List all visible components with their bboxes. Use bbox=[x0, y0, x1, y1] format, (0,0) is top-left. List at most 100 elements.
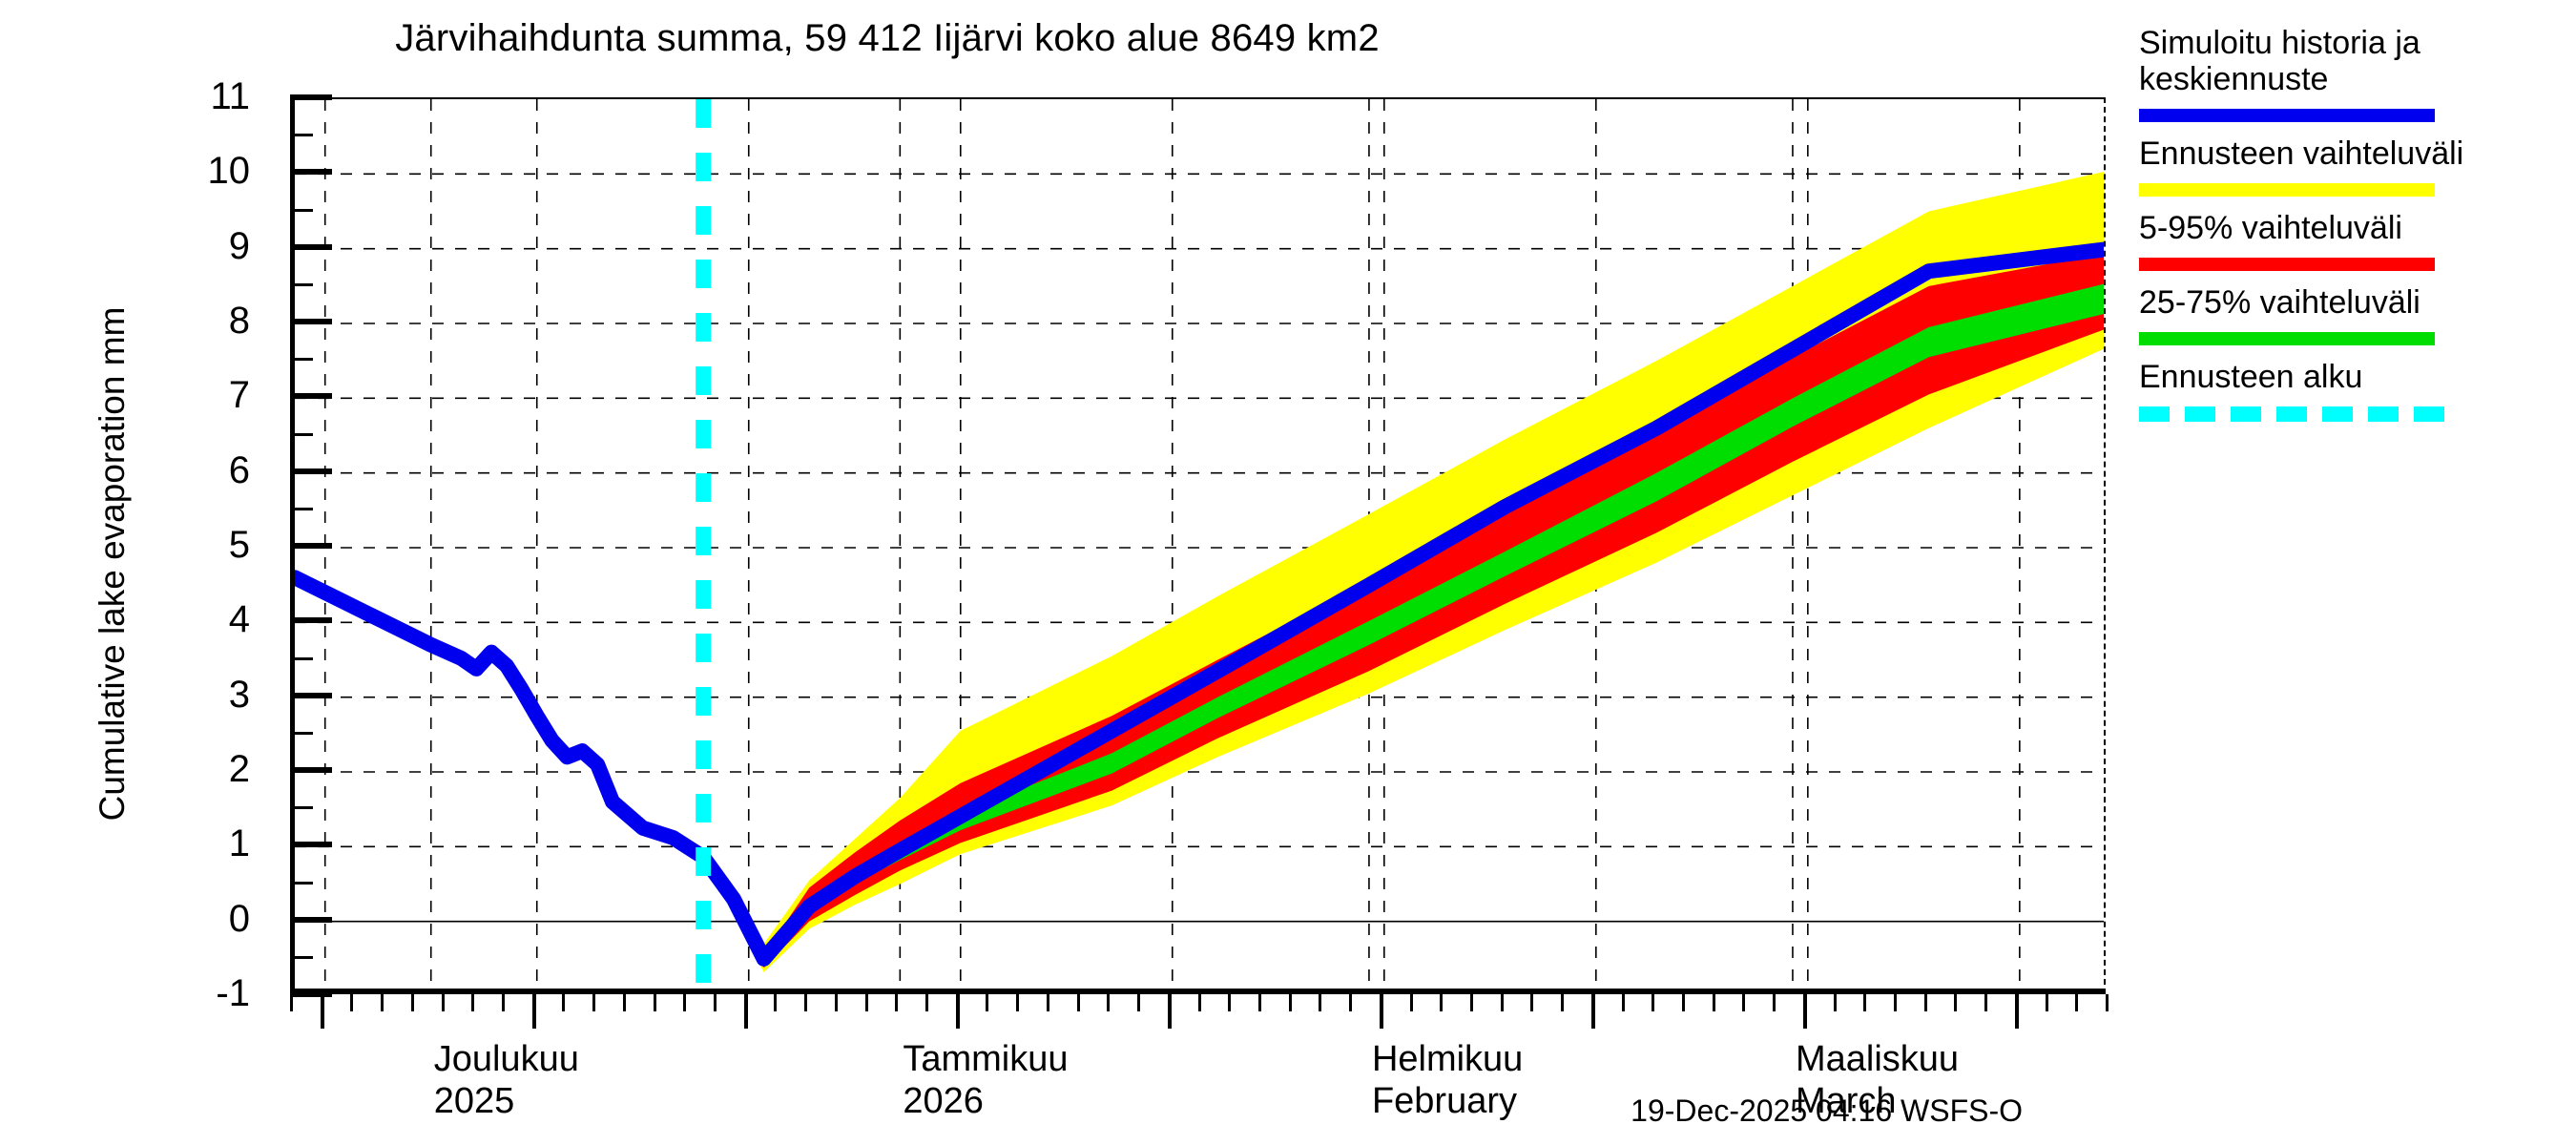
legend-item: Ennusteen vaihteluväli bbox=[2139, 135, 2559, 197]
y-tick-mark-minor bbox=[290, 358, 313, 362]
x-tick-mark-minor bbox=[834, 994, 838, 1011]
x-tick-mark-minor bbox=[1893, 994, 1897, 1011]
x-tick-mark-minor bbox=[592, 994, 596, 1011]
x-axis-month-label-line2: 2025 bbox=[433, 1081, 515, 1121]
x-tick-mark-minor bbox=[1773, 994, 1776, 1011]
x-tick-mark-minor bbox=[1742, 994, 1746, 1011]
x-tick-mark-minor bbox=[2075, 994, 2079, 1011]
x-tick-mark-minor bbox=[1319, 994, 1322, 1011]
y-tick-label: 0 bbox=[228, 897, 250, 940]
legend-item-label: Ennusteen vaihteluväli bbox=[2139, 135, 2464, 172]
x-tick-mark-minor bbox=[1500, 994, 1504, 1011]
y-tick-mark-minor bbox=[290, 282, 313, 286]
x-axis-month-label-line1: Maaliskuu bbox=[1795, 1039, 1960, 1079]
x-tick-mark-minor bbox=[1257, 994, 1261, 1011]
x-tick-mark-minor bbox=[1923, 994, 1927, 1011]
x-tick-mark-minor bbox=[1469, 994, 1473, 1011]
x-tick-mark-minor bbox=[1652, 994, 1655, 1011]
x-tick-mark bbox=[955, 994, 960, 1029]
y-tick-mark-minor bbox=[290, 432, 313, 436]
x-tick-mark-minor bbox=[1046, 994, 1049, 1011]
forecast-band bbox=[703, 283, 2104, 964]
y-tick-mark bbox=[290, 767, 332, 773]
y-tick-label: 4 bbox=[228, 598, 250, 641]
legend-color-swatch bbox=[2139, 258, 2435, 271]
x-tick-mark-minor bbox=[1349, 994, 1353, 1011]
x-tick-mark-minor bbox=[1833, 994, 1837, 1011]
y-tick-label: 10 bbox=[207, 150, 251, 193]
x-tick-mark-minor bbox=[804, 994, 808, 1011]
legend-item: Ennusteen alku bbox=[2139, 359, 2559, 422]
y-tick-label: 1 bbox=[228, 822, 250, 865]
x-tick-mark-minor bbox=[1530, 994, 1534, 1011]
x-tick-mark-minor bbox=[441, 994, 445, 1011]
x-tick-mark-minor bbox=[562, 994, 566, 1011]
legend-color-swatch bbox=[2139, 332, 2435, 345]
grid-lines bbox=[295, 99, 2104, 989]
timestamp-stamp: 19-Dec-2025 04:16 WSFS-O bbox=[1631, 1093, 2023, 1128]
y-tick-mark bbox=[290, 842, 332, 848]
legend-item-label: Simuloitu historia ja keskiennuste bbox=[2139, 25, 2420, 97]
y-tick-label: 8 bbox=[228, 300, 250, 342]
y-axis-title: Cumulative lake evaporation mm bbox=[93, 306, 132, 822]
x-tick-mark bbox=[1167, 994, 1172, 1029]
x-tick-mark-minor bbox=[1016, 994, 1020, 1011]
x-tick-mark-minor bbox=[1863, 994, 1867, 1011]
x-tick-mark-minor bbox=[986, 994, 989, 1011]
y-tick-mark-minor bbox=[290, 806, 313, 810]
y-tick-label: 6 bbox=[228, 448, 250, 491]
y-tick-mark-minor bbox=[290, 955, 313, 959]
x-tick-mark-minor bbox=[1288, 994, 1292, 1011]
legend-item-label: Ennusteen alku bbox=[2139, 359, 2363, 395]
y-tick-mark bbox=[290, 243, 332, 250]
y-tick-mark bbox=[290, 617, 332, 624]
x-tick-mark-minor bbox=[653, 994, 656, 1011]
y-tick-mark-minor bbox=[290, 208, 313, 212]
legend-color-swatch bbox=[2139, 109, 2435, 122]
y-tick-mark bbox=[290, 991, 332, 997]
x-tick-mark-minor bbox=[1984, 994, 1988, 1011]
x-axis-month-label-line1: Tammikuu bbox=[903, 1039, 1069, 1079]
x-tick-mark-minor bbox=[502, 994, 506, 1011]
x-tick-mark-minor bbox=[1137, 994, 1141, 1011]
y-tick-mark-minor bbox=[290, 881, 313, 885]
y-tick-mark-minor bbox=[290, 134, 313, 137]
y-tick-mark bbox=[290, 916, 332, 923]
x-tick-mark bbox=[531, 994, 536, 1029]
x-tick-mark-minor bbox=[471, 994, 475, 1011]
legend-item-label: 25-75% vaihteluväli bbox=[2139, 284, 2420, 321]
y-tick-label: -1 bbox=[216, 972, 250, 1014]
plot-canvas bbox=[295, 99, 2104, 989]
x-tick-mark-minor bbox=[864, 994, 868, 1011]
x-tick-mark-minor bbox=[410, 994, 414, 1011]
x-tick-mark-minor bbox=[290, 994, 293, 1011]
y-tick-label: 5 bbox=[228, 524, 250, 566]
x-tick-mark-minor bbox=[350, 994, 354, 1011]
x-axis-month-label-line2: February bbox=[1371, 1081, 1517, 1121]
x-tick-mark-minor bbox=[1197, 994, 1201, 1011]
x-tick-mark-minor bbox=[1621, 994, 1625, 1011]
x-tick-mark-minor bbox=[925, 994, 929, 1011]
x-tick-mark-minor bbox=[2106, 994, 2109, 1011]
x-axis-month-label: Maaliskuu March bbox=[1796, 1038, 1959, 1122]
x-tick-mark-minor bbox=[1561, 994, 1565, 1011]
legend-color-swatch bbox=[2139, 406, 2444, 422]
x-tick-mark-minor bbox=[1681, 994, 1685, 1011]
x-axis-month-label-line2: March bbox=[1795, 1081, 1897, 1121]
x-axis-month-label-line1: Helmikuu bbox=[1371, 1039, 1524, 1079]
y-tick-label: 11 bbox=[210, 75, 250, 117]
x-tick-mark-minor bbox=[1954, 994, 1958, 1011]
x-tick-mark-minor bbox=[622, 994, 626, 1011]
legend-item-label: 5-95% vaihteluväli bbox=[2139, 210, 2402, 246]
x-axis-month-label: Tammikuu 2026 bbox=[903, 1038, 1068, 1122]
x-tick-mark-minor bbox=[774, 994, 778, 1011]
y-tick-mark bbox=[290, 543, 332, 549]
x-tick-mark-minor bbox=[714, 994, 717, 1011]
mean-forecast-line bbox=[295, 241, 2104, 967]
x-axis-month-label: Helmikuu February bbox=[1372, 1038, 1523, 1122]
y-tick-mark-minor bbox=[290, 731, 313, 735]
chart-legend: Simuloitu historia ja keskiennuste Ennust… bbox=[2139, 25, 2559, 435]
y-tick-mark bbox=[290, 393, 332, 400]
x-tick-mark bbox=[2014, 994, 2019, 1029]
x-tick-mark-minor bbox=[381, 994, 384, 1011]
